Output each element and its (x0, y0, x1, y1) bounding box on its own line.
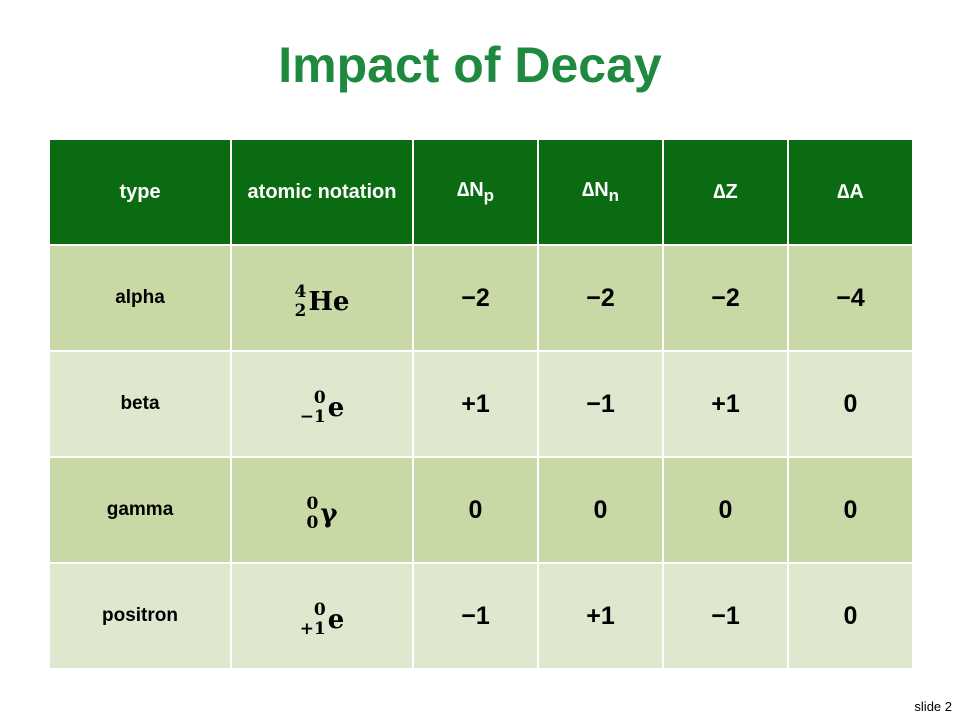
header-cell: ∆Nn (537, 138, 664, 246)
cell-text: −4 (836, 283, 865, 312)
nuclide-symbol: He (308, 287, 350, 317)
cell-text: positron (102, 605, 178, 626)
header-cell: ∆Np (412, 138, 539, 246)
header-cell: ∆Z (662, 138, 789, 246)
cell-text: −2 (586, 283, 615, 312)
header-text: ∆A (837, 180, 864, 203)
nuclide-notation: 4 2 He (295, 283, 350, 321)
type-cell: beta (48, 350, 232, 458)
value-cell: −1 (537, 350, 664, 458)
header-text: ∆Z (713, 180, 738, 203)
cell-text: +1 (711, 389, 740, 418)
cell-text: −1 (711, 601, 740, 630)
nuclide-symbol: e (327, 393, 345, 423)
table-row: gamma 0 0 γ 0 0 0 0 (48, 456, 914, 564)
cell-text: 0 (468, 495, 483, 524)
cell-text: 0 (593, 495, 608, 524)
cell-text: 0 (843, 389, 858, 418)
header-row: type atomic notation ∆Np ∆Nn ∆Z ∆A (48, 138, 914, 246)
table-row: positron 0 +1 e −1 +1 −1 0 (48, 562, 914, 670)
cell-text: gamma (106, 499, 174, 520)
cell-text: 0 (718, 495, 733, 524)
atomic-number: 2 (294, 301, 307, 321)
atomic-number: 0 (306, 513, 319, 533)
cell-text: −2 (711, 283, 740, 312)
slide-number: slide 2 (914, 699, 952, 714)
mass-number: 0 (306, 494, 319, 514)
value-cell: −2 (537, 244, 664, 352)
value-cell: +1 (412, 350, 539, 458)
value-cell: −1 (662, 562, 789, 670)
value-cell: −2 (412, 244, 539, 352)
value-cell: 0 (787, 456, 914, 564)
table-body: alpha 4 2 He −2 −2 −2 −4 beta 0 −1 e +1 −1 +1 0 gamma 0 0 γ… (48, 244, 914, 670)
cell-text: −2 (461, 283, 490, 312)
mass-number: 4 (294, 282, 307, 302)
table-row: alpha 4 2 He −2 −2 −2 −4 (48, 244, 914, 352)
value-cell: −2 (662, 244, 789, 352)
cell-text: 0 (843, 601, 858, 630)
notation-cell: 0 −1 e (230, 350, 414, 458)
nuclide-symbol: e (327, 605, 345, 635)
table-row: beta 0 −1 e +1 −1 +1 0 (48, 350, 914, 458)
header-subscript: p (483, 185, 495, 205)
value-cell: +1 (662, 350, 789, 458)
cell-text: +1 (586, 601, 615, 630)
value-cell: 0 (537, 456, 664, 564)
cell-text: +1 (461, 389, 490, 418)
value-cell: 0 (412, 456, 539, 564)
value-cell: −1 (412, 562, 539, 670)
atomic-number: −1 (299, 407, 326, 427)
cell-text: 0 (843, 495, 858, 524)
cell-text: −1 (461, 601, 490, 630)
notation-cell: 4 2 He (230, 244, 414, 352)
nuclide-numbers: 0 +1 (300, 601, 326, 639)
header-text: type (119, 180, 161, 203)
type-cell: positron (48, 562, 232, 670)
nuclide-numbers: 0 −1 (300, 389, 326, 427)
decay-table: type atomic notation ∆Np ∆Nn ∆Z ∆A alpha 4 2 He −… (48, 138, 914, 670)
atomic-number: +1 (299, 619, 326, 639)
header-cell: atomic notation (230, 138, 414, 246)
notation-cell: 0 +1 e (230, 562, 414, 670)
value-cell: +1 (537, 562, 664, 670)
cell-text: beta (120, 393, 160, 414)
cell-text: alpha (115, 287, 165, 308)
header-symbol: ∆N (581, 178, 609, 201)
header-cell: type (48, 138, 232, 246)
value-cell: 0 (787, 350, 914, 458)
type-cell: alpha (48, 244, 232, 352)
mass-number: 0 (313, 388, 326, 408)
cell-text: −1 (586, 389, 615, 418)
header-subscript: n (608, 185, 620, 205)
value-cell: 0 (787, 562, 914, 670)
nuclide-notation: 0 −1 e (300, 389, 345, 427)
nuclide-notation: 0 +1 e (300, 601, 345, 639)
nuclide-symbol: γ (320, 499, 338, 529)
header-symbol: ∆N (456, 178, 484, 201)
type-cell: gamma (48, 456, 232, 564)
value-cell: −4 (787, 244, 914, 352)
header-cell: ∆A (787, 138, 914, 246)
mass-number: 0 (313, 600, 326, 620)
header-text: atomic notation (247, 180, 397, 203)
value-cell: 0 (662, 456, 789, 564)
title: Impact of Decay (278, 37, 662, 93)
